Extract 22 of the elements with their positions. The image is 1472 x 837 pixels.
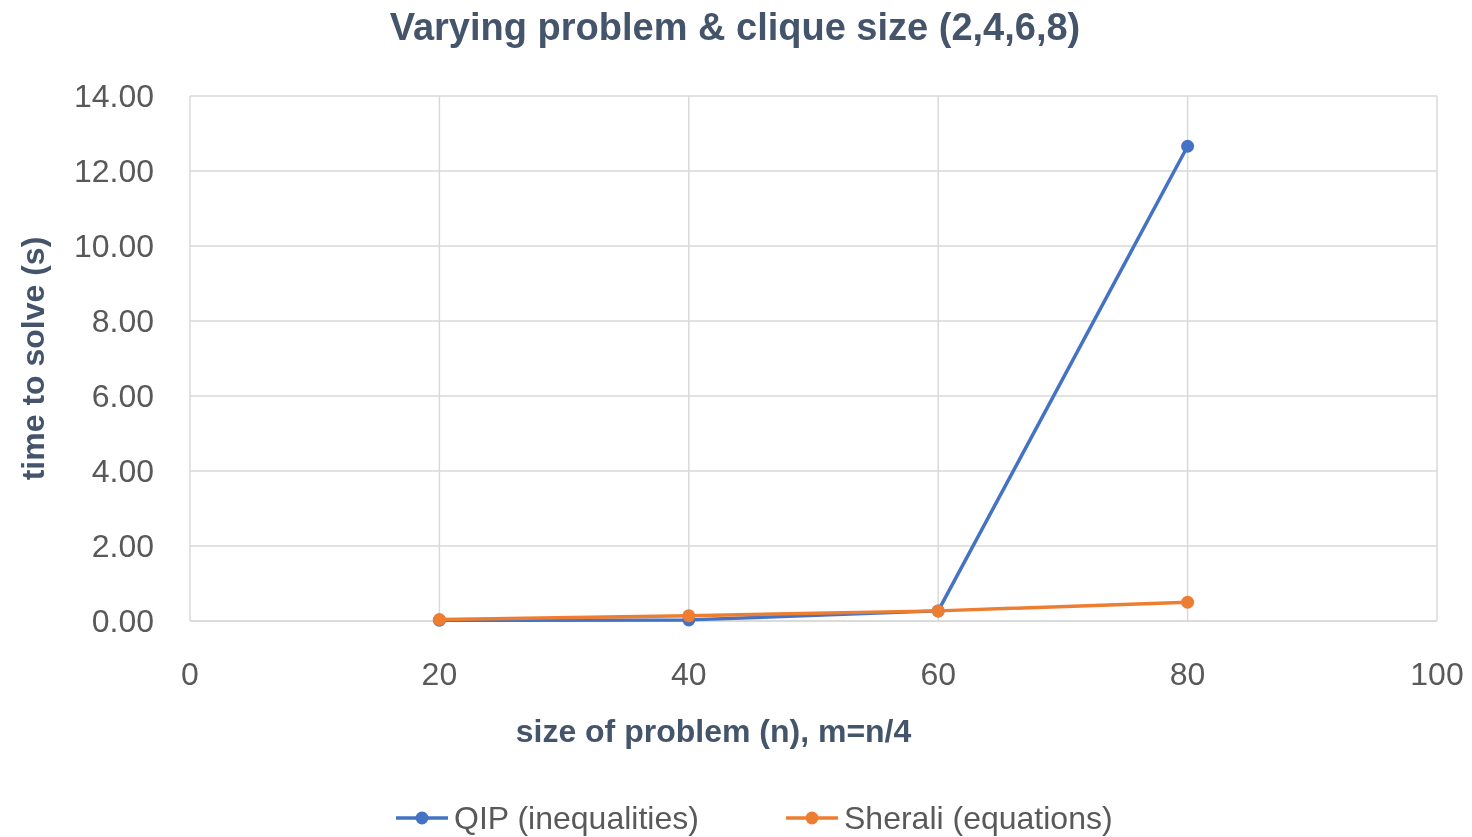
point — [1181, 595, 1195, 609]
y-tick-label: 2.00 — [91, 528, 154, 565]
point — [682, 609, 696, 623]
x-tick-label: 20 — [421, 656, 458, 692]
point — [1181, 139, 1195, 153]
x-tick-label: 60 — [920, 656, 956, 692]
x-tick-label: 0 — [181, 656, 199, 692]
x-tick-label: 100 — [1410, 656, 1464, 692]
y-tick-label: 8.00 — [91, 303, 154, 340]
y-tick-label: 4.00 — [91, 453, 154, 490]
x-tick-label: 40 — [671, 656, 707, 692]
chart-title: Varying problem & clique size (2,4,6,8) — [389, 6, 1081, 48]
y-tick-label: 12.00 — [73, 153, 154, 190]
y-tick-label: 0.00 — [91, 603, 154, 640]
legend-label: Sherali (equations) — [844, 800, 1113, 837]
y-tick-label: 6.00 — [91, 378, 154, 415]
y-tick-label: 10.00 — [73, 228, 154, 265]
x-axis-title: size of problem (n), m=n/4 — [515, 713, 912, 749]
legend-label: QIP (inequalities) — [454, 800, 699, 837]
y-axis-title: time to solve (s) — [15, 236, 51, 481]
y-tick-label: 14.00 — [73, 78, 154, 115]
x-tick-label: 80 — [1169, 656, 1206, 692]
